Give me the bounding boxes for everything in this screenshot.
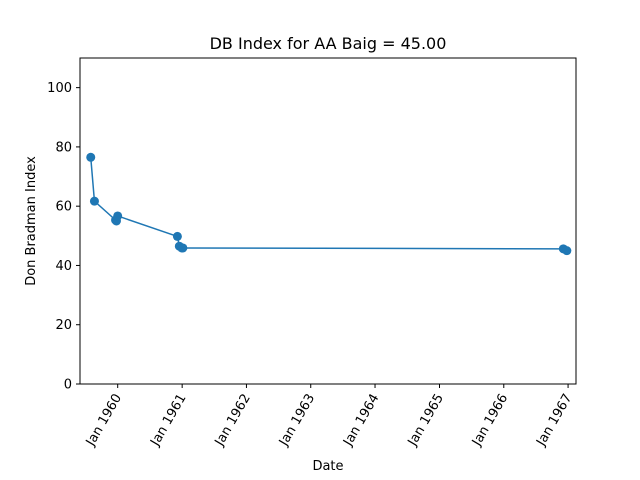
y-tick-label: 20: [55, 318, 72, 333]
y-tick-label: 60: [55, 200, 72, 215]
data-point: [178, 243, 188, 253]
y-tick-label: 80: [55, 140, 72, 155]
plot-frame: [79, 57, 577, 385]
data-point: [562, 246, 572, 256]
chart-title: DB Index for AA Baig = 45.00: [210, 34, 447, 53]
data-point: [89, 196, 99, 206]
y-axis-label: Don Bradman Index: [24, 156, 39, 286]
y-tick-label: 100: [47, 81, 72, 96]
data-point: [86, 152, 96, 162]
data-point: [172, 231, 182, 241]
data-point: [113, 211, 123, 221]
y-tick-label: 0: [64, 378, 72, 393]
y-tick-label: 40: [55, 259, 72, 274]
x-axis-label: Date: [312, 459, 343, 474]
